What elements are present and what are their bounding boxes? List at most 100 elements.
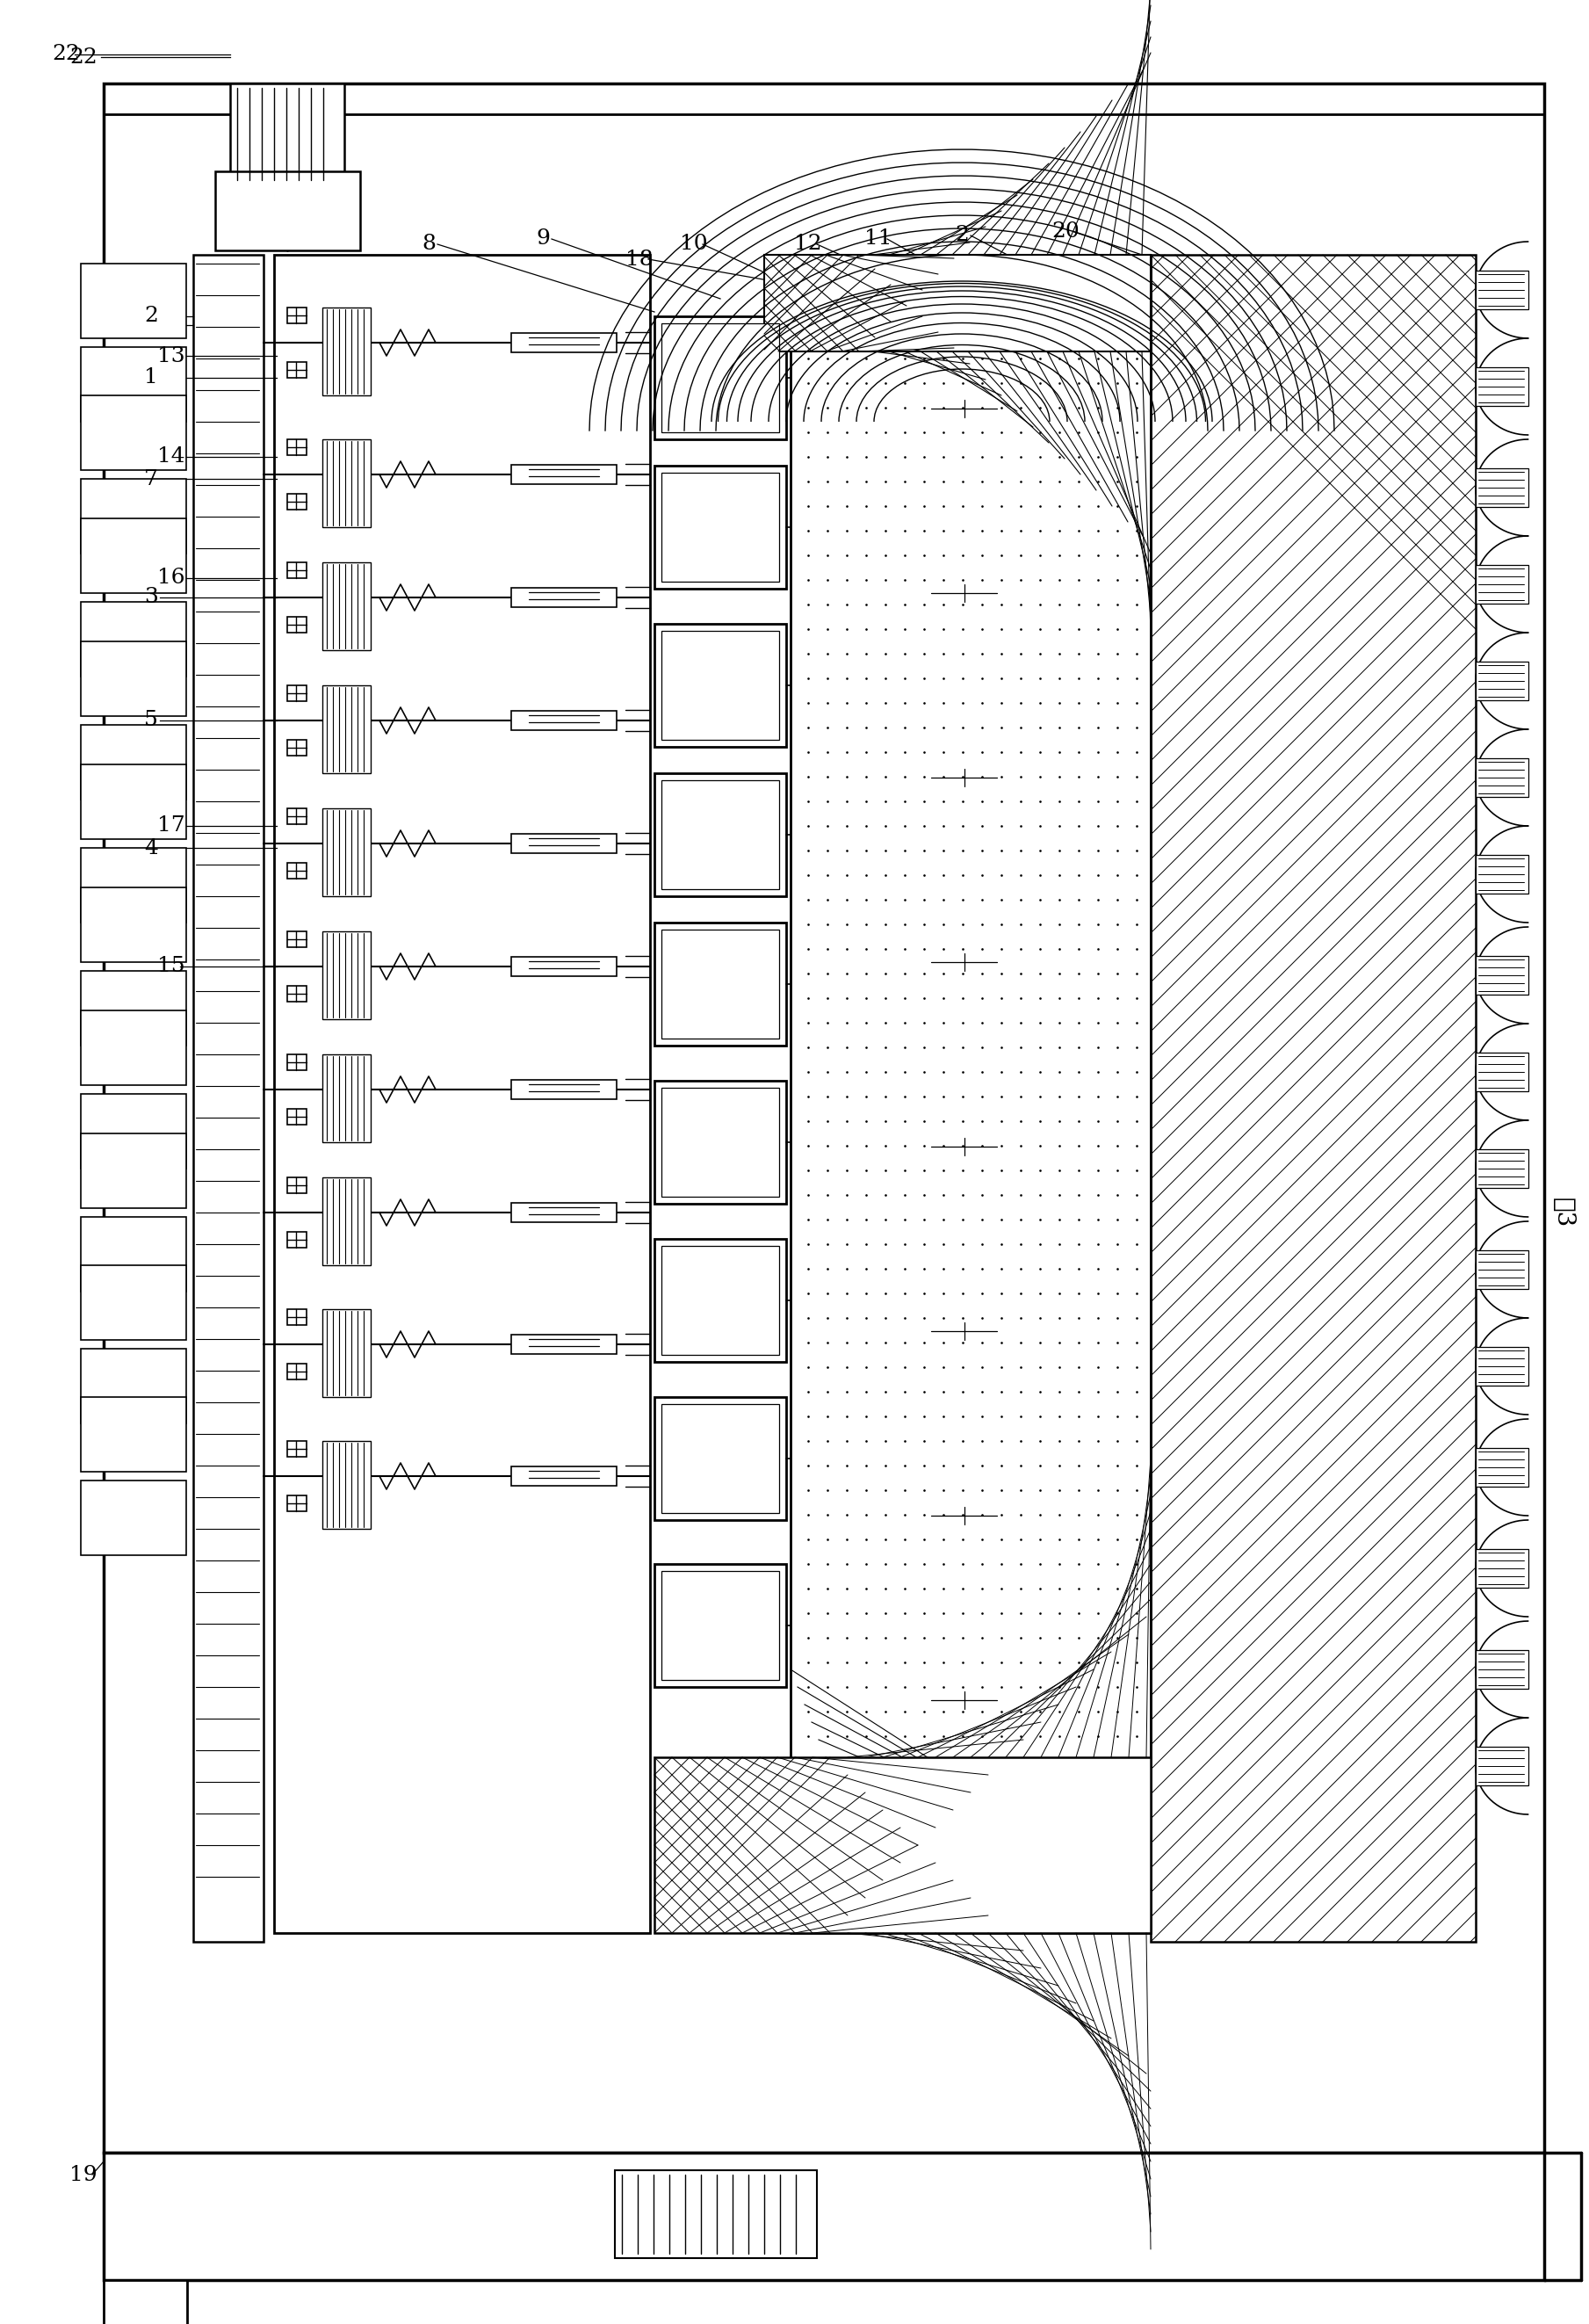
Bar xyxy=(512,465,617,483)
Bar xyxy=(288,1364,307,1380)
Bar xyxy=(288,862,307,878)
Bar xyxy=(288,1232,307,1248)
Bar xyxy=(764,256,1150,351)
Bar xyxy=(81,971,186,1046)
Text: 14: 14 xyxy=(157,446,186,467)
Bar xyxy=(288,686,307,702)
Bar xyxy=(103,84,1545,2152)
Bar xyxy=(512,957,617,976)
Text: 16: 16 xyxy=(157,567,186,588)
Bar xyxy=(1476,270,1529,309)
Bar xyxy=(81,479,186,553)
Text: 9: 9 xyxy=(535,228,550,249)
Bar xyxy=(81,1264,186,1341)
Bar xyxy=(323,307,370,395)
Bar xyxy=(655,465,787,588)
Bar xyxy=(655,1564,787,1687)
Bar xyxy=(655,1397,787,1520)
Bar xyxy=(323,686,370,774)
Bar xyxy=(661,1246,779,1355)
Bar xyxy=(288,616,307,632)
Bar xyxy=(288,1494,307,1511)
Bar xyxy=(230,84,345,184)
Bar xyxy=(323,1178,370,1264)
Bar xyxy=(615,2171,817,2259)
Bar xyxy=(323,562,370,651)
Text: 13: 13 xyxy=(157,346,186,365)
Bar xyxy=(81,765,186,839)
Bar xyxy=(288,985,307,1002)
Bar xyxy=(323,1308,370,1397)
Bar xyxy=(81,888,186,962)
Bar xyxy=(81,395,186,469)
Bar xyxy=(1476,367,1529,407)
Text: 4: 4 xyxy=(145,837,157,858)
Bar xyxy=(323,809,370,897)
Bar xyxy=(81,1480,186,1555)
Bar xyxy=(103,2280,188,2324)
Bar xyxy=(81,1134,186,1208)
Bar xyxy=(661,1088,779,1197)
Bar xyxy=(1476,855,1529,892)
Text: 1: 1 xyxy=(145,367,157,388)
Bar xyxy=(323,1055,370,1141)
Text: 18: 18 xyxy=(626,249,653,270)
Bar xyxy=(81,263,186,339)
Bar xyxy=(1476,1348,1529,1385)
Bar xyxy=(323,1441,370,1529)
Bar xyxy=(512,1204,617,1222)
Bar xyxy=(1476,758,1529,797)
Bar xyxy=(661,630,779,739)
Bar xyxy=(288,932,307,948)
Bar xyxy=(1476,1748,1529,1785)
Bar xyxy=(655,774,787,897)
Bar xyxy=(81,346,186,421)
Text: 22: 22 xyxy=(52,44,79,65)
Bar xyxy=(81,1397,186,1471)
Bar xyxy=(288,1109,307,1125)
Bar xyxy=(661,781,779,890)
Bar xyxy=(288,493,307,509)
Text: 20: 20 xyxy=(1052,221,1079,242)
Text: 2: 2 xyxy=(955,225,969,246)
Bar xyxy=(661,930,779,1039)
Bar xyxy=(1476,565,1529,604)
Bar xyxy=(288,739,307,755)
Bar xyxy=(512,1334,617,1355)
Bar xyxy=(81,602,186,676)
Bar xyxy=(512,711,617,730)
Bar xyxy=(1476,469,1529,507)
Text: 22: 22 xyxy=(70,46,97,67)
Bar xyxy=(1476,1650,1529,1690)
Bar xyxy=(288,307,307,323)
Text: 12: 12 xyxy=(794,235,822,253)
Bar xyxy=(103,2152,1545,2280)
Bar xyxy=(655,1239,787,1362)
Bar xyxy=(512,1081,617,1099)
Bar xyxy=(288,363,307,379)
Bar xyxy=(655,623,787,746)
Bar xyxy=(1476,1448,1529,1487)
Bar xyxy=(661,1571,779,1680)
Bar xyxy=(1476,1250,1529,1290)
Bar xyxy=(81,1218,186,1292)
Bar xyxy=(512,1466,617,1485)
Text: 3: 3 xyxy=(145,588,157,607)
Bar xyxy=(1476,662,1529,700)
Bar xyxy=(81,848,186,923)
Bar xyxy=(661,472,779,581)
Bar xyxy=(1476,1550,1529,1587)
Text: 19: 19 xyxy=(70,2164,97,2185)
Bar xyxy=(661,323,779,432)
Bar xyxy=(323,932,370,1020)
Bar xyxy=(288,1308,307,1325)
Bar xyxy=(655,1757,1150,1934)
Bar xyxy=(288,1178,307,1192)
Text: 11: 11 xyxy=(864,228,891,249)
Bar xyxy=(1476,1053,1529,1092)
Bar xyxy=(288,1055,307,1069)
Bar xyxy=(512,588,617,607)
Bar xyxy=(512,834,617,853)
Bar xyxy=(1476,955,1529,995)
Bar xyxy=(288,1441,307,1457)
